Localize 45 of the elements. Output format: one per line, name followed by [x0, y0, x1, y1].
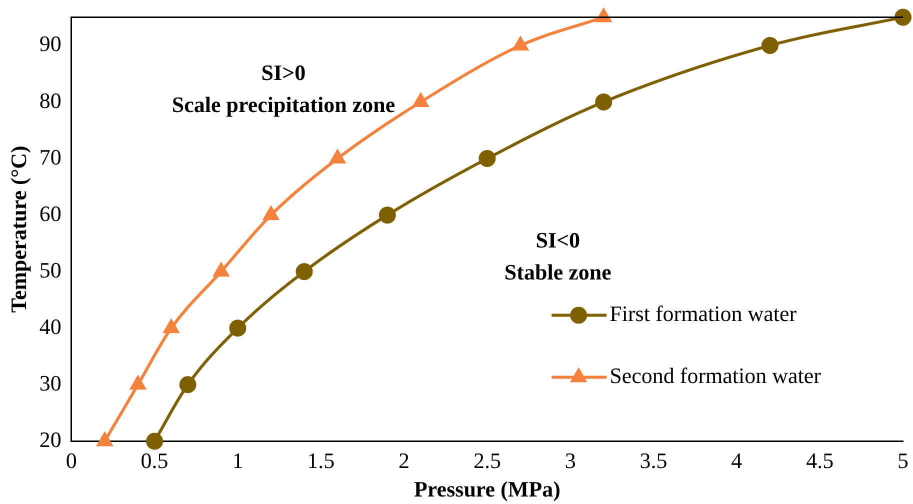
x-axis-title: Pressure (MPa)	[414, 476, 560, 502]
point	[130, 376, 146, 390]
point	[894, 8, 912, 26]
point	[229, 320, 246, 337]
y-tick-label: 50	[39, 257, 62, 282]
point	[146, 432, 164, 450]
annotation: SI>0	[261, 60, 306, 86]
x-tick-label: 1.5	[307, 448, 335, 474]
annotation: Stable zone	[504, 259, 612, 284]
point	[164, 320, 179, 334]
point	[413, 94, 428, 107]
y-tick-label: 30	[39, 370, 62, 396]
x-tick-label: 3.5	[640, 448, 668, 474]
point	[330, 150, 346, 164]
point	[378, 206, 396, 224]
annotation: SI<0	[536, 228, 580, 253]
x-tick-label: 4.5	[806, 448, 834, 474]
point	[478, 150, 496, 168]
y-tick-label: 70	[39, 144, 62, 170]
point	[97, 432, 112, 446]
point	[512, 36, 528, 50]
point	[214, 263, 229, 277]
point	[761, 36, 778, 54]
point	[296, 263, 313, 280]
y-tick-label: 40	[39, 314, 62, 339]
x-tick-label: 2.5	[473, 448, 501, 474]
x-tick-label: 4	[731, 448, 742, 474]
y-tick-label: 80	[39, 88, 62, 113]
x-tick-label: 0	[66, 448, 77, 474]
legend-label: Second formation water	[610, 362, 822, 388]
x-tick-label: 0.5	[140, 448, 168, 474]
y-axis-title: Temperature (°C)	[6, 146, 31, 313]
point	[179, 376, 196, 394]
x-tick-label: 3	[564, 448, 576, 474]
x-tick-label: 5	[898, 448, 908, 474]
x-tick-label: 2	[398, 448, 410, 474]
point	[263, 206, 279, 220]
point	[596, 8, 612, 22]
point	[595, 94, 612, 110]
y-tick-label: 60	[39, 200, 62, 226]
x-tick-label: 1	[232, 448, 244, 474]
legend-label: First formation water	[610, 300, 798, 326]
annotation: Scale precipitation zone	[172, 92, 396, 117]
y-tick-label: 20	[39, 426, 62, 452]
y-tick-label: 90	[39, 31, 62, 56]
